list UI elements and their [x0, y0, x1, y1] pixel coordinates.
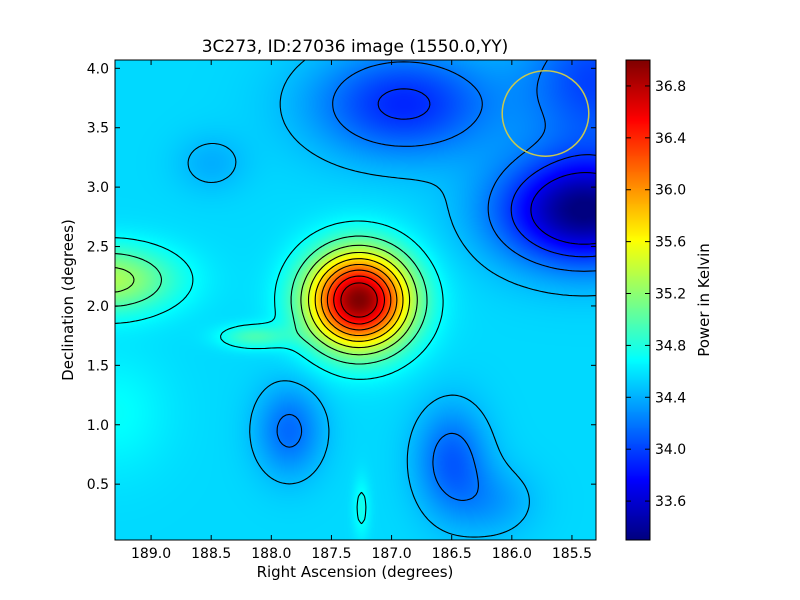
- y-tick-label: 1.5: [87, 358, 109, 374]
- y-axis: 0.5 1.0 1.5 2.0 2.5 3.0 3.5 4.0: [87, 61, 596, 493]
- colorbar-label: Power in Kelvin: [695, 243, 713, 357]
- x-tick-label: 188.0: [251, 546, 291, 562]
- y-tick-label: 3.5: [87, 121, 109, 137]
- contour-line: [187, 59, 597, 538]
- contour-line: [530, 172, 597, 245]
- contour-line: [114, 220, 444, 525]
- x-tick-label: 186.0: [492, 546, 532, 562]
- contour-line: [340, 282, 378, 318]
- colorbar-axis: 33.6 34.0 34.4 34.8 35.2 35.6 36.0 36.4 36.8: [626, 79, 686, 510]
- x-tick-label: 188.5: [191, 546, 231, 562]
- colorbar: 33.6 34.0 34.4 34.8 35.2 35.6 36.0 36.4 36.8 Pow…: [625, 59, 713, 541]
- y-tick-label: 0.5: [87, 477, 109, 493]
- contour-line: [114, 244, 418, 356]
- contour-line: [314, 258, 404, 342]
- x-tick-label: 186.5: [432, 546, 472, 562]
- contour-line: [307, 251, 411, 349]
- x-tick-label: 185.5: [552, 546, 592, 562]
- contour-line: [377, 88, 597, 258]
- colorbar-gradient: [626, 60, 650, 540]
- contour-line: [114, 235, 428, 365]
- colorbar-tick-label: 36.0: [655, 183, 686, 199]
- chart-title: 3C273, ID:27036 image (1550.0,YY): [202, 37, 509, 57]
- colorbar-tick-label: 36.4: [655, 131, 686, 147]
- y-tick-label: 4.0: [87, 61, 109, 77]
- y-axis-label: Declination (degrees): [59, 219, 77, 381]
- x-tick-label: 187.0: [372, 546, 412, 562]
- x-tick-label: 189.0: [131, 546, 171, 562]
- x-axis-label: Right Ascension (degrees): [257, 563, 454, 581]
- colorbar-tick-label: 34.0: [655, 442, 686, 458]
- colorbar-frame: [625, 59, 651, 541]
- x-axis: 189.0 188.5 188.0 187.5 187.0 186.5 186.0 185.5: [131, 60, 592, 562]
- beam-circle: [501, 69, 590, 157]
- contour-line: [326, 269, 392, 331]
- plot-area: [114, 59, 597, 541]
- y-tick-label: 2.0: [87, 299, 109, 315]
- heatmap-image: [115, 60, 596, 540]
- plot-frame: [114, 59, 597, 541]
- contour-lines: [114, 59, 597, 538]
- colorbar-tick-label: 35.6: [655, 235, 686, 251]
- colorbar-tick-label: 34.4: [655, 390, 686, 406]
- contour-line: [333, 275, 386, 325]
- colorbar-tick-label: 33.6: [655, 494, 686, 510]
- contour-line: [320, 263, 398, 337]
- colorbar-tick-label: 36.8: [655, 79, 686, 95]
- y-tick-label: 2.5: [87, 240, 109, 256]
- contour-line: [276, 59, 597, 501]
- y-tick-label: 3.0: [87, 180, 109, 196]
- colorbar-tick-label: 35.2: [655, 287, 686, 303]
- colorbar-tick-label: 34.8: [655, 338, 686, 354]
- y-tick-label: 1.0: [87, 418, 109, 434]
- x-tick-label: 187.5: [311, 546, 351, 562]
